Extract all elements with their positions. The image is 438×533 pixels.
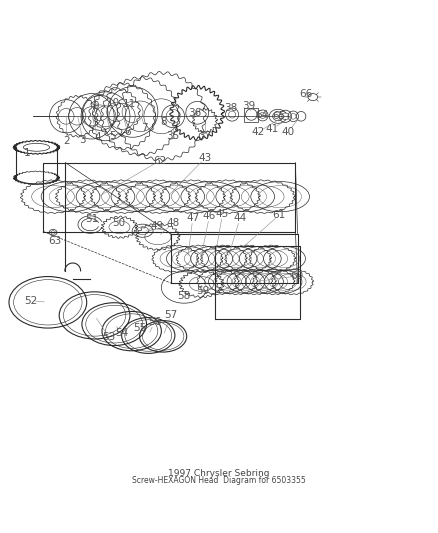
Text: 56: 56: [148, 317, 161, 327]
Text: 40: 40: [282, 127, 294, 137]
Text: 1: 1: [24, 148, 30, 158]
Text: 65: 65: [272, 111, 286, 121]
Text: 54: 54: [116, 328, 129, 338]
Text: 48: 48: [166, 218, 180, 228]
Text: 6: 6: [124, 127, 131, 137]
Text: 59: 59: [196, 286, 209, 295]
Text: 46: 46: [203, 211, 216, 221]
Text: 55: 55: [133, 322, 146, 333]
Text: 8: 8: [160, 117, 167, 127]
Text: 51: 51: [85, 214, 98, 224]
Text: 49: 49: [150, 221, 164, 231]
Text: 1997 Chrysler Sebring: 1997 Chrysler Sebring: [168, 470, 270, 479]
Text: 4: 4: [94, 132, 101, 142]
Text: 45: 45: [216, 209, 229, 219]
Text: 38: 38: [225, 103, 238, 114]
Text: 63: 63: [49, 236, 62, 246]
Text: 11: 11: [124, 99, 137, 109]
Text: 36: 36: [188, 108, 201, 118]
Text: 37: 37: [198, 132, 212, 141]
Text: 60: 60: [290, 271, 303, 281]
Text: Screw-HEXAGON Head  Diagram for 6503355: Screw-HEXAGON Head Diagram for 6503355: [132, 476, 306, 485]
Text: 42: 42: [252, 127, 265, 137]
Text: 62: 62: [153, 156, 166, 166]
Text: 10: 10: [107, 98, 120, 108]
Text: 64: 64: [255, 110, 268, 119]
Text: 9: 9: [92, 101, 99, 111]
Text: 35: 35: [166, 131, 180, 141]
Text: 53: 53: [102, 332, 116, 342]
Text: 39: 39: [242, 101, 255, 111]
Text: 44: 44: [233, 214, 247, 223]
Text: 41: 41: [265, 124, 279, 134]
Text: 52: 52: [24, 296, 37, 305]
Text: 5: 5: [109, 131, 115, 141]
Text: 58: 58: [177, 291, 191, 301]
Text: 43: 43: [198, 153, 212, 163]
Text: 7: 7: [141, 123, 148, 133]
Text: 66: 66: [299, 89, 312, 99]
Text: 61: 61: [272, 210, 286, 220]
Text: 57: 57: [164, 310, 177, 319]
Text: 50: 50: [112, 218, 125, 228]
Text: 3: 3: [79, 135, 86, 145]
Text: 47: 47: [186, 214, 199, 223]
Text: 2: 2: [63, 136, 70, 146]
